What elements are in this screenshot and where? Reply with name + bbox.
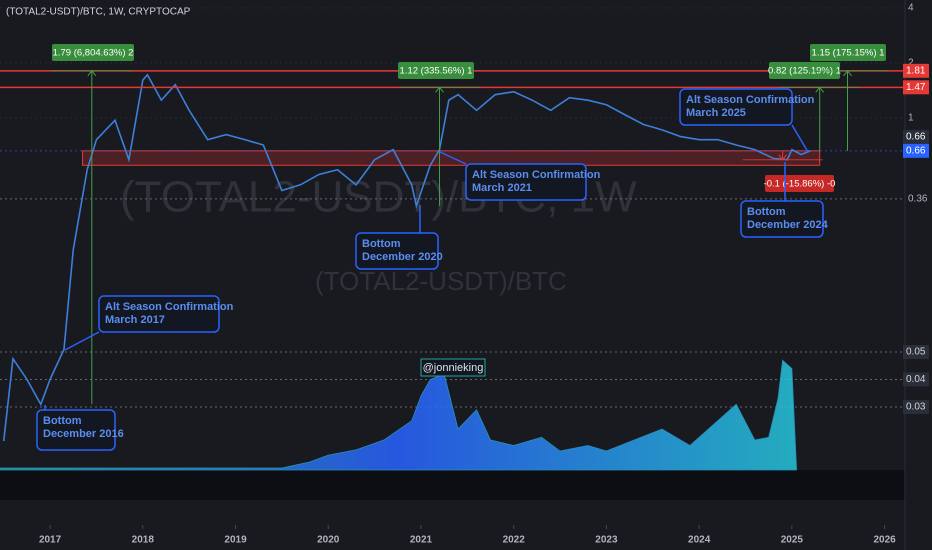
- level-label-box: [903, 80, 929, 95]
- price-line: [2, 73, 811, 442]
- callout-text: Bottom: [747, 206, 786, 218]
- level-label: 0.66: [906, 131, 926, 142]
- level-label-box: [903, 63, 929, 78]
- pane-separator: [0, 470, 905, 500]
- callout-box: [740, 200, 824, 238]
- y2-tick-box: [903, 345, 929, 360]
- signature-box: [420, 358, 486, 377]
- x-tick-label: 2020: [317, 535, 340, 546]
- x-tick-label: 2019: [224, 535, 247, 546]
- level-label-box: [903, 143, 929, 158]
- callout-text: December 2020: [362, 251, 443, 263]
- y-tick-label: 2: [908, 58, 914, 69]
- x-tick-label: 2023: [595, 535, 618, 546]
- callout-text: Bottom: [362, 238, 401, 250]
- y-tick-label: 0.36: [908, 194, 928, 205]
- y-tick-label: 1: [908, 113, 914, 124]
- y2-tick-label: 0.05: [906, 347, 926, 358]
- callout-text: December 2016: [43, 428, 124, 440]
- callout-pointer: [439, 151, 467, 165]
- x-tick-label: 2022: [503, 535, 526, 546]
- zone: [82, 150, 821, 166]
- level-label-box: [903, 129, 929, 144]
- watermark: (TOTAL2-USDT)/BTC: [315, 266, 567, 296]
- callout-box: [98, 295, 220, 333]
- y2-tick-label: 0.04: [906, 374, 926, 385]
- level-label: 0.66: [906, 145, 926, 156]
- measure-box: [810, 44, 886, 61]
- volume-area: [0, 359, 797, 471]
- chart-title: (TOTAL2-USDT)/BTC, 1W, CRYPTOCAP: [6, 7, 191, 18]
- callout-box: [679, 88, 793, 126]
- callout-text: March 2017: [105, 314, 165, 326]
- callout-text: Alt Season Confirmation: [105, 301, 234, 313]
- x-tick-label: 2024: [688, 535, 711, 546]
- measure-box: [398, 62, 474, 79]
- measure-label: 1.15 (175.15%) 1: [812, 48, 885, 59]
- measure-label: 1.79 (6,804.63%) 2: [53, 48, 134, 59]
- callout-text: March 2021: [472, 182, 532, 194]
- measure-label: 0.82 (125.19%) 1: [768, 66, 841, 77]
- measure-box: [52, 44, 134, 61]
- signature: @jonnieking: [423, 362, 484, 374]
- callout-pointer: [64, 331, 100, 351]
- callout-pointer: [791, 124, 809, 153]
- x-tick-label: 2021: [410, 535, 433, 546]
- measure-box: [769, 62, 840, 79]
- callout-box: [36, 409, 116, 451]
- x-tick-label: 2026: [873, 535, 896, 546]
- x-tick-label: 2018: [132, 535, 155, 546]
- x-tick-label: 2025: [781, 535, 804, 546]
- callout-text: March 2025: [686, 107, 746, 119]
- measure-box: [765, 175, 834, 192]
- measure-label: 1.12 (335.56%) 1: [400, 66, 473, 77]
- y-tick-label: 4: [908, 3, 914, 14]
- callout-text: Alt Season Confirmation: [472, 169, 601, 181]
- x-tick-label: 2017: [39, 535, 62, 546]
- measure-label: -0.1 (-15.86%) -0: [764, 179, 836, 190]
- level-label: 1.47: [906, 82, 926, 93]
- level-label: 1.81: [906, 65, 926, 76]
- y2-tick-label: 0.03: [906, 402, 926, 413]
- y2-tick-box: [903, 372, 929, 387]
- callout-text: Alt Season Confirmation: [686, 94, 815, 106]
- callout-text: December 2024: [747, 219, 829, 231]
- y2-tick-box: [903, 400, 929, 415]
- callout-box: [465, 163, 587, 201]
- callout-box: [355, 232, 439, 270]
- callout-text: Bottom: [43, 415, 82, 427]
